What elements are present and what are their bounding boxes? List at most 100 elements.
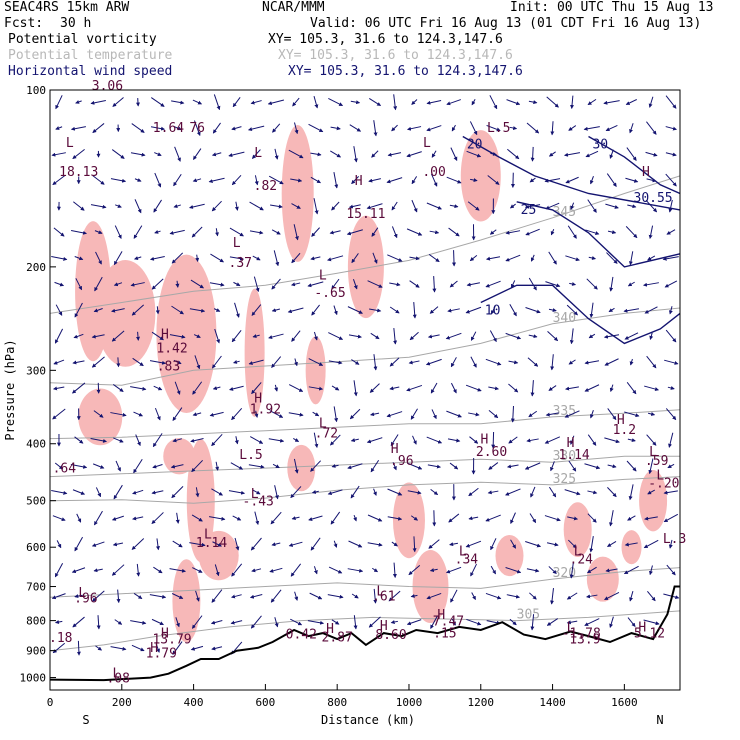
wind-vector (569, 282, 577, 286)
wind-vector (210, 620, 223, 625)
wind-vector (213, 94, 221, 111)
wind-vector (373, 588, 378, 604)
wind-vector (231, 594, 242, 599)
wind-vector (313, 566, 318, 575)
extremum-label: H (391, 442, 399, 457)
wind-vector (629, 123, 634, 134)
wind-vector (310, 152, 322, 157)
wind-vector (194, 355, 201, 370)
wind-vector (370, 332, 380, 340)
wind-vector (72, 382, 86, 394)
wind-vector (329, 434, 341, 446)
wind-vector (272, 123, 281, 133)
wind-vector (411, 99, 418, 105)
wind-vector (111, 308, 125, 313)
pv-shaded-region (172, 559, 201, 643)
wind-vector (665, 126, 677, 131)
wind-vector (668, 539, 673, 549)
wind-vector (468, 487, 479, 497)
wind-vector (609, 384, 614, 393)
wind-vector (373, 488, 377, 496)
wind-vector (469, 121, 478, 136)
extremum-label: 15.11 (346, 207, 385, 222)
wind-vector (149, 360, 167, 365)
wind-vector (308, 515, 323, 521)
wind-vector (524, 204, 541, 209)
wind-vector (156, 538, 160, 551)
theta-contour-label: 340 (553, 311, 576, 326)
wind-vector (485, 592, 502, 600)
wind-vector (368, 178, 381, 183)
wind-vector (230, 620, 243, 625)
wind-vector (567, 539, 577, 549)
wind-vector (151, 331, 164, 341)
wind-vector (547, 331, 559, 342)
wind-vector (268, 438, 285, 443)
wind-vector (509, 303, 517, 317)
wind-vector (351, 593, 359, 599)
wind-vector (487, 490, 499, 495)
extremum-label: H (326, 622, 334, 637)
wind-vector (111, 515, 124, 521)
wind-vector (272, 463, 280, 469)
wind-vector (583, 126, 600, 131)
wind-vector (252, 489, 261, 495)
wind-vector (588, 333, 596, 339)
wind-vector (371, 227, 379, 237)
extremum-label: .08 (106, 672, 129, 687)
wind-vector (114, 619, 123, 625)
wind-vector (90, 438, 107, 443)
wind-vector (51, 490, 68, 495)
wind-vector (76, 513, 82, 523)
wind-vector (625, 226, 638, 239)
wind-vector (192, 381, 203, 395)
wind-vector (53, 227, 65, 237)
wind-vector (607, 487, 617, 498)
extremum-label: H (642, 165, 650, 180)
extremum-label: 30.55 (634, 191, 673, 206)
extremum-label: H (380, 619, 388, 634)
x-tick-label: 600 (255, 696, 275, 709)
theta-contour-335 (49, 409, 681, 440)
extremum-label: 13.79 (152, 632, 191, 647)
wind-vector (174, 381, 181, 395)
wind-vector (450, 589, 458, 603)
wind-vector (411, 199, 418, 213)
wind-vector (251, 304, 262, 316)
wind-vector (505, 230, 521, 235)
wind-vector (466, 150, 482, 158)
wind-vector (149, 594, 167, 599)
wind-vector (291, 203, 301, 209)
wind-vector (430, 382, 438, 394)
wind-vector (446, 99, 461, 106)
extremum-label: 3.06 (92, 79, 123, 94)
wind-vector (367, 514, 383, 522)
wind-vector (189, 203, 205, 209)
wind-vector (544, 436, 561, 444)
model-title: SEAC4RS 15km ARW (4, 0, 130, 15)
wind-vector (646, 121, 657, 135)
wind-vector (112, 384, 124, 392)
pv-shaded-region (412, 550, 449, 624)
wind-vector (274, 384, 279, 392)
wind-vector (229, 227, 244, 237)
wind-vector (231, 408, 243, 421)
wind-vector (627, 617, 636, 627)
wind-vector (450, 382, 457, 394)
wind-vector (586, 278, 598, 290)
wind-vector (490, 151, 497, 156)
theta-contour-label: 305 (517, 608, 540, 623)
wind-vector (331, 278, 340, 290)
wind-vector (390, 620, 398, 624)
x-tick-label: 1000 (396, 696, 423, 709)
wind-vector (609, 276, 614, 292)
wind-vector (389, 386, 400, 391)
wind-vector (110, 412, 127, 417)
wind-vector (170, 464, 184, 469)
wind-vector (350, 485, 360, 499)
wind-vector (470, 356, 477, 368)
wind-vector (347, 463, 363, 470)
wind-vector (609, 149, 614, 159)
wind-vector (429, 230, 440, 235)
